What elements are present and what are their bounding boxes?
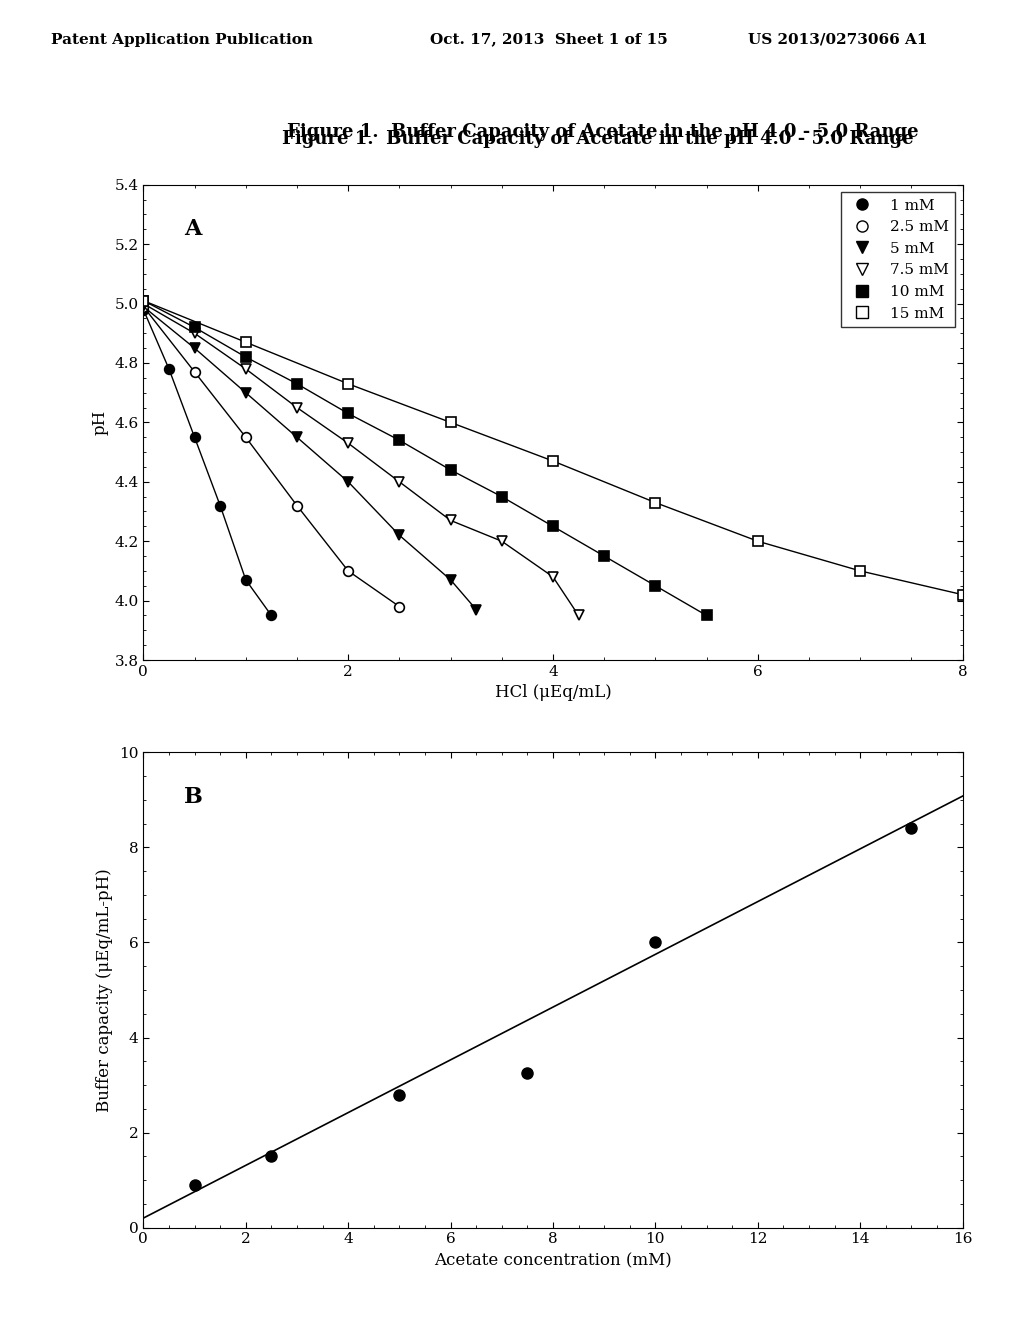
Text: Patent Application Publication: Patent Application Publication: [51, 33, 313, 46]
Text: Oct. 17, 2013  Sheet 1 of 15: Oct. 17, 2013 Sheet 1 of 15: [430, 33, 668, 46]
X-axis label: HCl (μEq/mL): HCl (μEq/mL): [495, 684, 611, 701]
X-axis label: Acetate concentration (mM): Acetate concentration (mM): [434, 1251, 672, 1269]
Text: B: B: [184, 785, 203, 808]
Y-axis label: pH: pH: [92, 409, 109, 436]
Legend: 1 mM, 2.5 mM, 5 mM, 7.5 mM, 10 mM, 15 mM: 1 mM, 2.5 mM, 5 mM, 7.5 mM, 10 mM, 15 mM: [841, 193, 955, 327]
Text: Figure 1.  Buffer Capacity of Acetate in the pH 4.0 - 5.0 Range: Figure 1. Buffer Capacity of Acetate in …: [287, 123, 919, 141]
Text: US 2013/0273066 A1: US 2013/0273066 A1: [748, 33, 927, 46]
Text: A: A: [184, 218, 202, 240]
Text: Figure 1.  Buffer Capacity of Acetate in the pH 4.0 - 5.0 Range: Figure 1. Buffer Capacity of Acetate in …: [282, 129, 913, 148]
Y-axis label: Buffer capacity (μEq/mL-pH): Buffer capacity (μEq/mL-pH): [96, 869, 114, 1111]
